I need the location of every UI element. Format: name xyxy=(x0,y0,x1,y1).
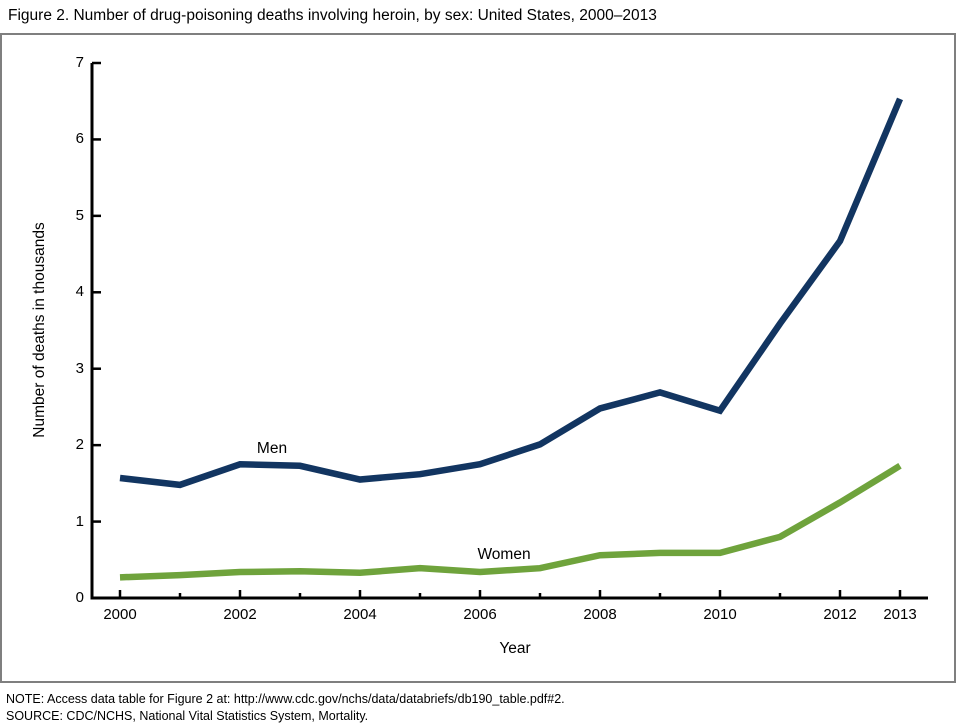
series-label-men: Men xyxy=(256,440,288,457)
men-line xyxy=(119,97,903,489)
y-tick-label: 6 xyxy=(75,130,84,148)
y-tick-label: 4 xyxy=(75,283,84,301)
y-tick-label: 1 xyxy=(75,512,84,530)
x-tick-label: 2008 xyxy=(583,606,617,623)
x-tick-label: 2000 xyxy=(103,606,137,623)
y-tick-label: 3 xyxy=(75,359,84,377)
series-label-women: Women xyxy=(477,546,531,563)
women-line xyxy=(119,463,902,581)
x-tick-label: 2004 xyxy=(343,606,377,623)
x-tick-label: 2006 xyxy=(463,606,497,623)
x-tick-label: 2013 xyxy=(883,606,917,623)
y-tick-label: 7 xyxy=(75,54,84,71)
y-tick-label: 0 xyxy=(75,589,84,606)
x-axis-title: Year xyxy=(499,640,531,657)
x-tick-label: 2012 xyxy=(823,606,857,623)
note-text: NOTE: Access data table for Figure 2 at:… xyxy=(6,692,565,706)
x-tick-label: 2010 xyxy=(703,606,737,623)
x-tick-label: 2002 xyxy=(223,606,257,623)
y-tick-label: 5 xyxy=(75,206,84,224)
figure-title: Figure 2. Number of drug-poisoning death… xyxy=(8,7,657,24)
y-tick-label: 2 xyxy=(75,436,84,454)
y-axis-title: Number of deaths in thousands xyxy=(31,222,48,438)
source-text: SOURCE: CDC/NCHS, National Vital Statist… xyxy=(6,709,369,723)
